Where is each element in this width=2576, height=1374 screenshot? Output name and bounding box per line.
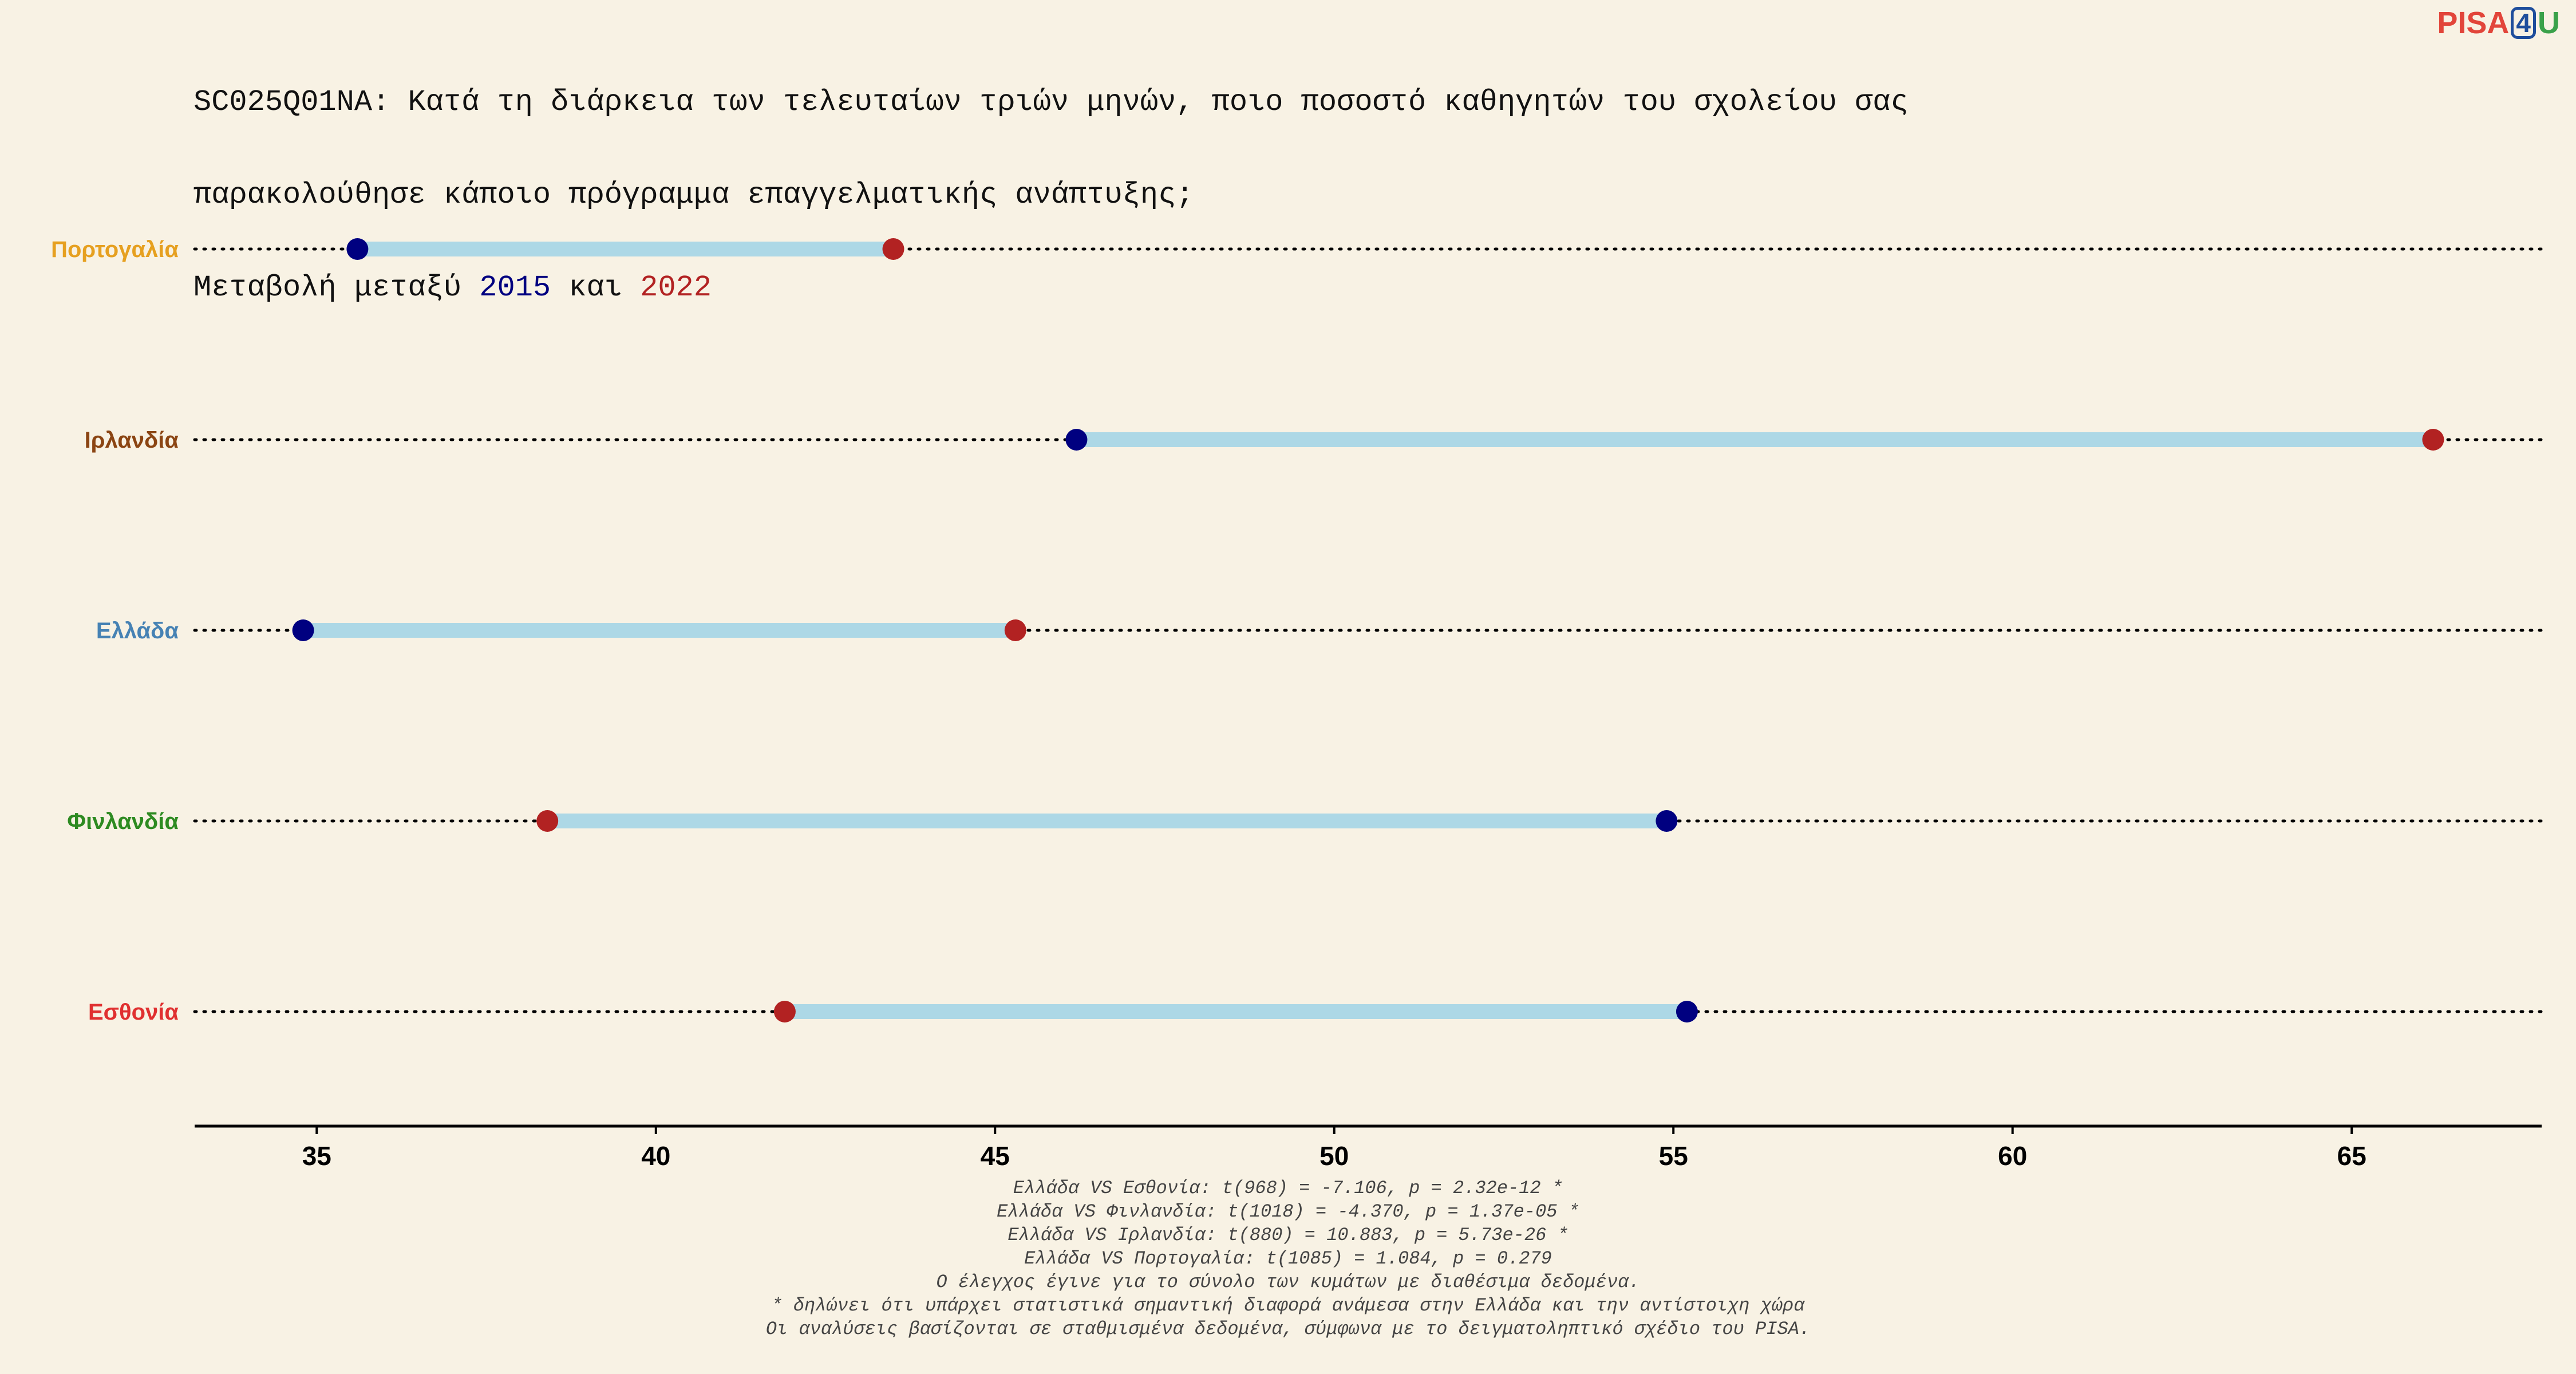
title-line-1: SC025Q01NA: Κατά τη διάρκεια των τελευτα… — [193, 85, 1909, 119]
x-tick-label: 65 — [2337, 1141, 2366, 1171]
category-label: Πορτογαλία — [51, 237, 179, 262]
point-2015 — [292, 619, 314, 641]
footnote-line: Ελλάδα VS Εσθονία: t(968) = -7.106, p = … — [1013, 1178, 1563, 1199]
category-label: Ελλάδα — [96, 618, 179, 643]
point-2022 — [2422, 429, 2444, 451]
logo-pisa: PISA — [2437, 6, 2510, 40]
footnote-line: Ελλάδα VS Φινλανδία: t(1018) = -4.370, p… — [997, 1201, 1579, 1222]
x-tick-label: 45 — [981, 1141, 1010, 1171]
footnote-line: Ελλάδα VS Πορτογαλία: t(1085) = 1.084, p… — [1024, 1248, 1552, 1269]
point-2022 — [882, 238, 904, 260]
x-tick-label: 50 — [1319, 1141, 1349, 1171]
point-2015 — [1676, 1001, 1698, 1022]
dumbbell-chart: Πορτογαλία Ιρλανδία Ελλάδα Φινλανδία Εσθονία… — [51, 237, 2543, 1171]
footnotes: Ελλάδα VS Εσθονία: t(968) = -7.106, p = … — [0, 1176, 2576, 1341]
title-line-3: Μεταβολή μεταξύ 2015 και 2022 — [193, 273, 1909, 303]
point-2022 — [773, 1001, 796, 1022]
x-tick-label: 55 — [1659, 1141, 1688, 1171]
pisa4u-logo: PISA 4 U — [2437, 6, 2560, 40]
category-label: Εσθονία — [88, 1000, 179, 1025]
title-conjunction: και — [551, 271, 641, 305]
x-tick-label: 60 — [1998, 1141, 2027, 1171]
title-year-2015: 2015 — [479, 271, 551, 305]
title-prefix: Μεταβολή μεταξύ — [193, 271, 480, 305]
footnote-line: Ο έλεγχος έγινε για το σύνολο των κυμάτω… — [936, 1272, 1640, 1293]
point-2022 — [536, 810, 559, 832]
logo-four: 4 — [2511, 7, 2536, 39]
x-tick-label: 40 — [641, 1141, 670, 1171]
chart-title: SC025Q01NA: Κατά τη διάρκεια των τελευτα… — [193, 25, 1909, 334]
title-line-2: παρακολούθησε κάποιο πρόγραμμα επαγγελμα… — [193, 178, 1194, 212]
footnote-line: * δηλώνει ότι υπάρχει στατιστικά σημαντι… — [771, 1295, 1805, 1316]
footnote-line: Οι αναλύσεις βασίζονται σε σταθμισμένα δ… — [765, 1318, 1811, 1340]
category-label: Ιρλανδία — [85, 428, 179, 453]
point-2015 — [1656, 810, 1678, 832]
point-2015 — [1065, 429, 1088, 451]
x-tick-label: 35 — [302, 1141, 331, 1171]
point-2015 — [346, 238, 369, 260]
category-label: Φινλανδία — [67, 809, 179, 834]
footnote-line: Ελλάδα VS Ιρλανδία: t(880) = 10.883, p =… — [1008, 1225, 1568, 1246]
logo-u: U — [2538, 6, 2560, 40]
point-2022 — [1004, 619, 1026, 641]
title-year-2022: 2022 — [640, 271, 712, 305]
